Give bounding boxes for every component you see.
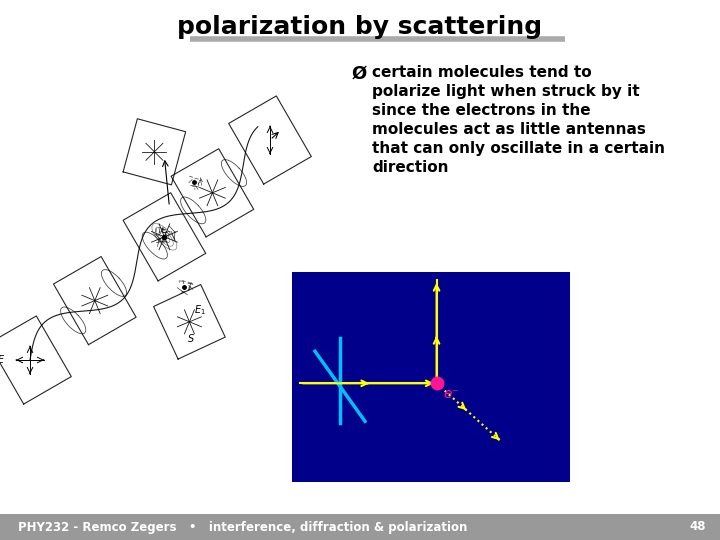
- Text: that can only oscillate in a certain: that can only oscillate in a certain: [372, 141, 665, 156]
- Text: 48: 48: [690, 521, 706, 534]
- Text: molecules act as little antennas: molecules act as little antennas: [372, 122, 646, 137]
- Text: since the electrons in the: since the electrons in the: [372, 103, 590, 118]
- Text: polarize light when struck by it: polarize light when struck by it: [372, 84, 639, 99]
- Text: direction: direction: [372, 160, 449, 175]
- Bar: [292, 272, 570, 482]
- Text: certain molecules tend to: certain molecules tend to: [372, 65, 592, 80]
- Text: polarization by scattering: polarization by scattering: [177, 15, 543, 39]
- Text: Ø: Ø: [352, 65, 367, 83]
- Text: E: E: [0, 355, 4, 365]
- Bar: [0, 514, 720, 540]
- Text: e⁻: e⁻: [444, 387, 459, 401]
- Text: PHY232 - Remco Zegers   •   interference, diffraction & polarization: PHY232 - Remco Zegers • interference, di…: [18, 521, 467, 534]
- Text: S: S: [188, 334, 194, 344]
- Text: $E_1$: $E_1$: [194, 303, 206, 317]
